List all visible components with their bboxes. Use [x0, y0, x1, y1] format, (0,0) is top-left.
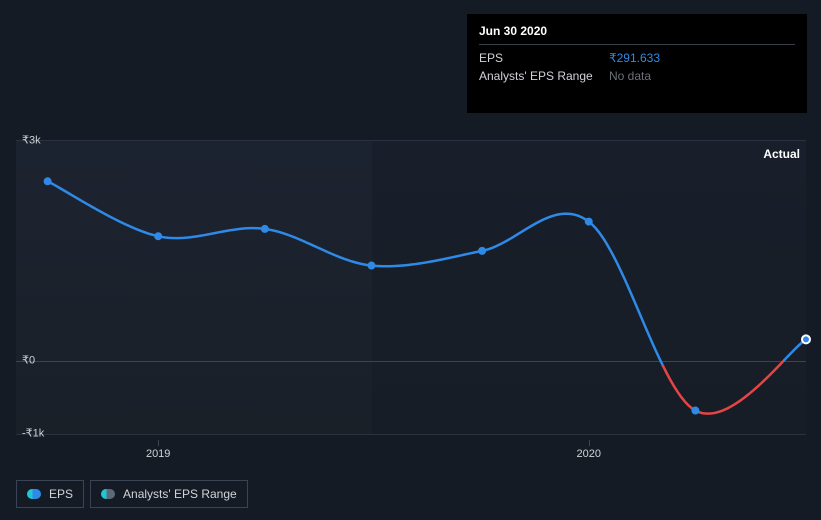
tooltip-title: Jun 30 2020 [479, 24, 795, 45]
y-axis-label: ₹0 [22, 353, 35, 366]
tooltip-row-label: EPS [479, 51, 609, 65]
tooltip-rows: EPS₹291.633Analysts' EPS RangeNo data [479, 49, 795, 85]
eps-data-point[interactable] [154, 232, 162, 240]
eps-data-point[interactable] [261, 225, 269, 233]
eps-data-point[interactable] [691, 407, 699, 415]
chart-tooltip: Jun 30 2020 EPS₹291.633Analysts' EPS Ran… [467, 14, 807, 113]
x-axis-label: 2020 [577, 448, 601, 460]
eps-data-point[interactable] [478, 247, 486, 255]
plot-area[interactable]: Actual [16, 140, 806, 435]
tooltip-row-label: Analysts' EPS Range [479, 69, 609, 83]
legend-label-eps: EPS [49, 487, 73, 501]
legend-swatch-range [101, 489, 115, 499]
tooltip-row-value: ₹291.633 [609, 51, 660, 65]
eps-line-segment [663, 360, 784, 414]
legend-swatch-eps [27, 489, 41, 499]
x-axis-label: 2019 [146, 448, 170, 460]
legend-item-eps[interactable]: EPS [16, 480, 84, 508]
x-axis: 2019 2020 [16, 440, 806, 460]
x-axis-tick [158, 440, 159, 446]
eps-chart: Actual 2019 2020 ₹3k ₹0 -₹1k [16, 120, 806, 490]
tooltip-row-value: No data [609, 69, 651, 83]
y-axis-label: -₹1k [22, 427, 44, 440]
x-axis-tick [589, 440, 590, 446]
eps-line-segment [48, 181, 664, 366]
y-axis-label: ₹3k [22, 134, 41, 147]
legend-item-range[interactable]: Analysts' EPS Range [90, 480, 248, 508]
tooltip-row: Analysts' EPS RangeNo data [479, 67, 795, 85]
legend-label-range: Analysts' EPS Range [123, 487, 237, 501]
tooltip-row: EPS₹291.633 [479, 49, 795, 67]
eps-data-point[interactable] [585, 218, 593, 226]
legend: EPS Analysts' EPS Range [16, 480, 248, 508]
eps-data-point[interactable] [44, 177, 52, 185]
eps-data-point[interactable] [802, 335, 810, 343]
eps-data-point[interactable] [368, 262, 376, 270]
line-layer [16, 141, 806, 434]
